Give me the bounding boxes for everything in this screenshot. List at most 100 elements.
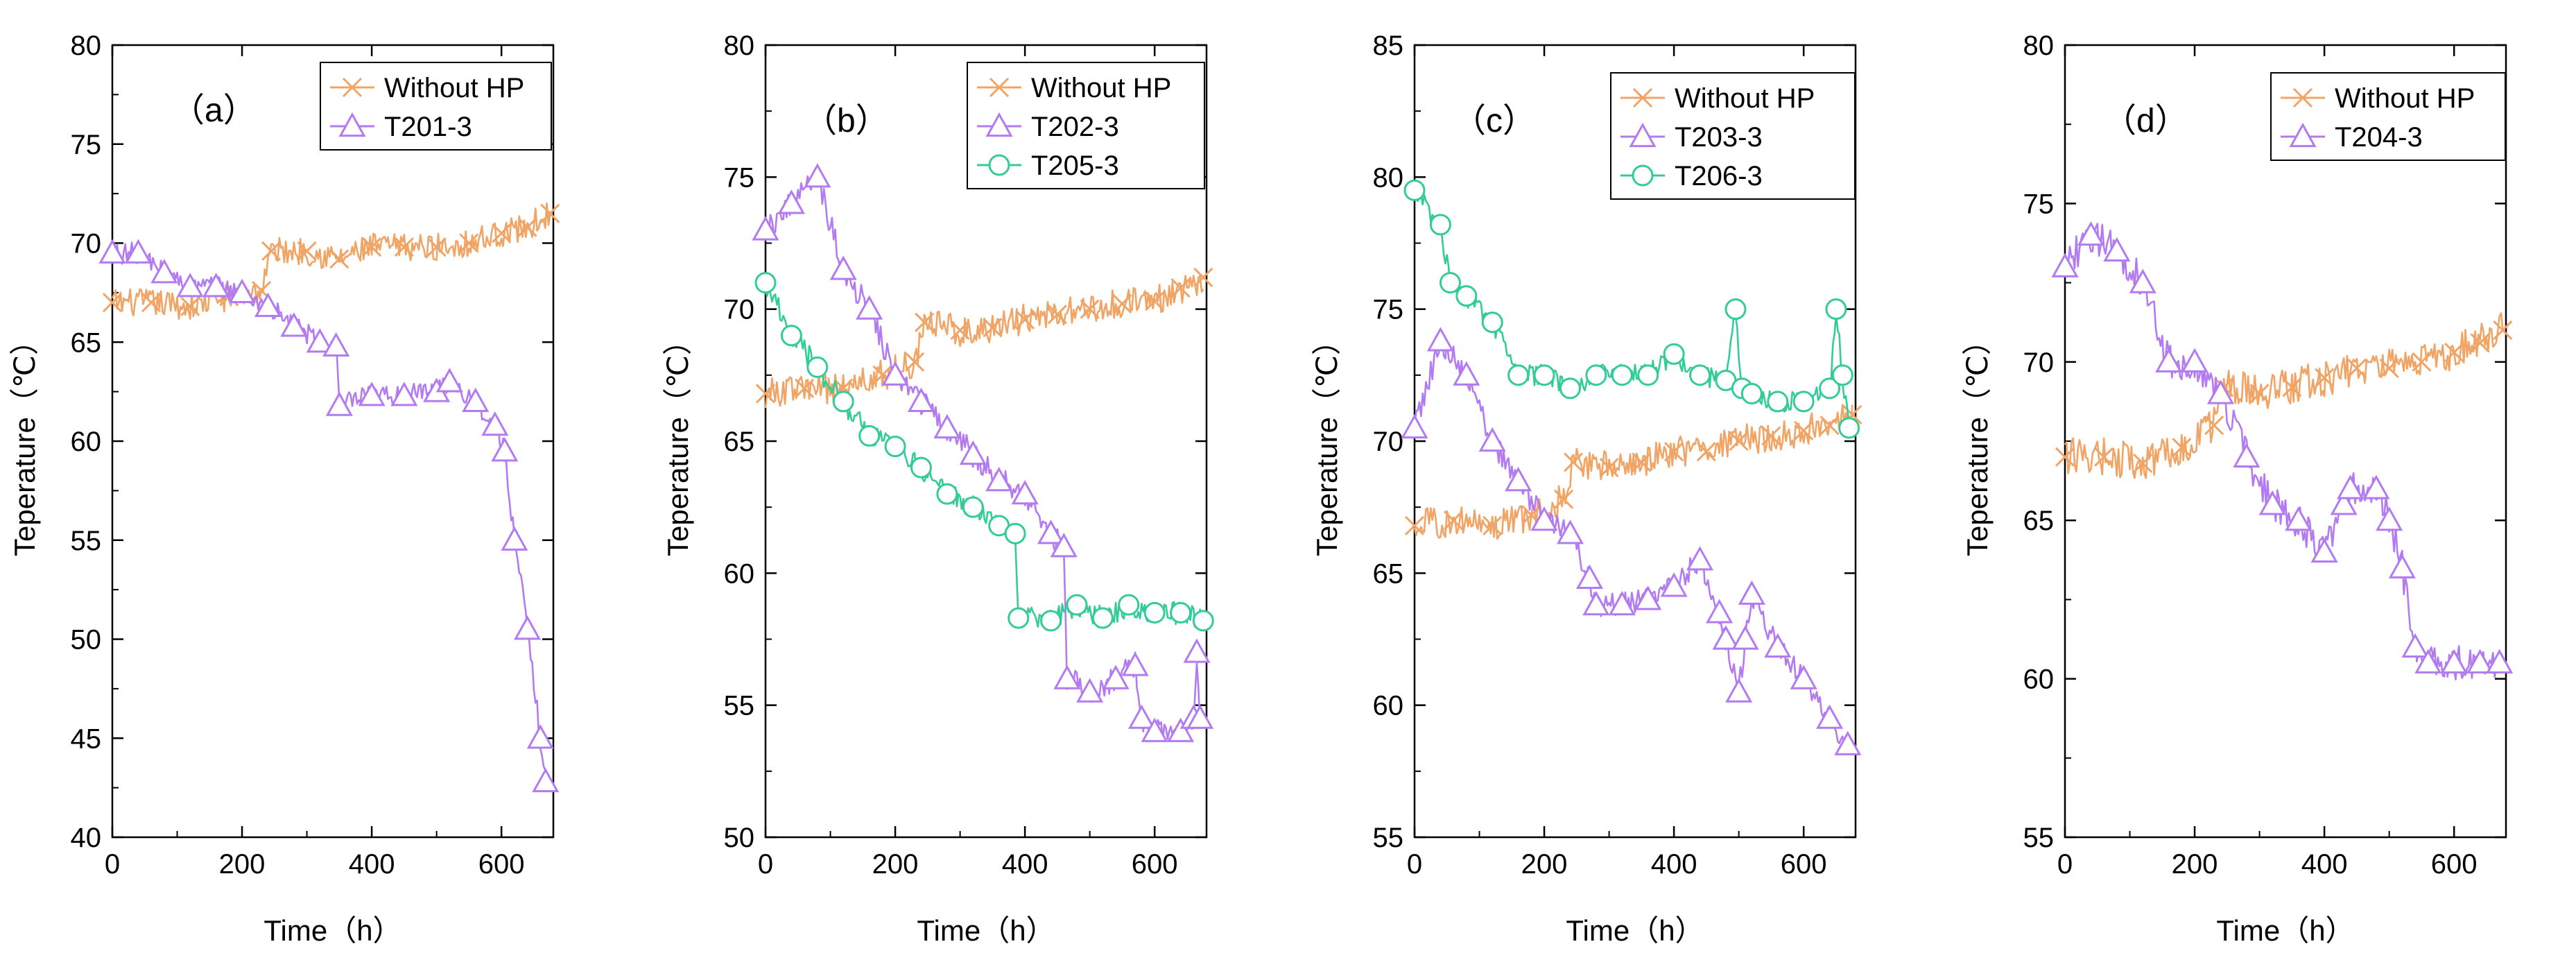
data-point: [1183, 638, 1211, 663]
series-line: [111, 202, 551, 320]
y-tick-label: 65: [724, 427, 755, 457]
data-point: [1066, 594, 1088, 616]
data-point: [1004, 522, 1026, 545]
data-point: [1483, 515, 1503, 535]
x-tick-label: 0: [758, 849, 773, 880]
data-point: [202, 273, 230, 298]
data-point: [2493, 320, 2513, 341]
data-point: [1404, 515, 1425, 535]
data-point: [1819, 377, 1841, 400]
y-tick-label: 50: [71, 625, 102, 655]
data-point: [884, 436, 906, 458]
legend-label: Without HP: [1031, 73, 1171, 103]
series-without-hp: [102, 202, 560, 320]
data-point: [1582, 590, 1610, 616]
data-point: [394, 237, 414, 257]
legend-label: T204-3: [2335, 122, 2423, 153]
data-point: [1792, 391, 1815, 413]
panel-label: （d）: [2103, 103, 2188, 139]
data-point: [124, 239, 152, 264]
data-point: [1102, 665, 1130, 689]
x-tick-label: 200: [872, 849, 919, 880]
data-point: [2310, 538, 2338, 563]
series-without-hp: [1404, 404, 1862, 540]
data-point: [1037, 520, 1065, 545]
data-point: [752, 216, 779, 241]
data-point: [2315, 368, 2335, 388]
data-point: [1080, 299, 1100, 319]
data-point: [2129, 268, 2156, 293]
data-point: [950, 320, 970, 341]
data-point: [1118, 594, 1140, 616]
legend-item: T201-3: [330, 112, 472, 142]
y-tick-label: 75: [1373, 295, 1404, 325]
data-point: [98, 239, 126, 264]
data-point: [881, 361, 909, 386]
data-point: [795, 378, 815, 398]
x-axis-title: Time（h）: [263, 914, 401, 947]
y-tick-label: 65: [1373, 558, 1404, 589]
x-tick-label: 600: [1132, 849, 1178, 880]
data-point: [806, 356, 829, 378]
y-tick-label: 60: [1373, 691, 1404, 721]
data-point: [280, 312, 308, 337]
data-point: [2466, 649, 2494, 674]
y-tick-label: 80: [2023, 31, 2055, 61]
legend-item: Without HP: [330, 73, 524, 103]
y-tick-label: 40: [71, 823, 102, 853]
data-point: [1696, 442, 1716, 462]
data-point: [2181, 348, 2208, 372]
data-point: [1429, 214, 1451, 236]
data-point: [777, 189, 805, 214]
y-tick-label: 80: [724, 31, 755, 61]
data-point: [526, 724, 554, 749]
data-point: [228, 278, 256, 303]
y-axis-title: Teperature（℃）: [1961, 326, 1994, 556]
data-point: [2077, 221, 2104, 246]
legend: Without HP T203-3 T206-3: [1610, 72, 1856, 200]
data-point: [1740, 382, 1763, 404]
chart-panel-4: 0 200 400 600 55 60 65 70 75 80 Time（h） Teperature（…: [1961, 31, 2514, 947]
data-point: [297, 241, 317, 261]
legend-swatch-marker: [2289, 122, 2317, 148]
legend-item: Without HP: [977, 73, 1171, 103]
y-tick-label: 55: [2023, 823, 2055, 853]
data-point: [2330, 490, 2358, 515]
data-point: [1145, 291, 1165, 311]
data-point: [1794, 420, 1814, 440]
data-point: [426, 237, 447, 257]
data-point: [2414, 649, 2442, 674]
data-point: [1564, 452, 1584, 472]
data-point: [910, 456, 932, 479]
data-point: [102, 293, 123, 313]
x-tick-label: 600: [2431, 849, 2478, 880]
data-point: [1403, 179, 1426, 201]
data-point: [1764, 633, 1792, 658]
x-tick-label: 400: [1002, 849, 1048, 880]
y-tick-label: 70: [2023, 348, 2055, 378]
series-t203-3: [1401, 327, 1862, 755]
legend-label: T202-3: [1031, 112, 1119, 142]
data-point: [1738, 580, 1765, 605]
data-point: [322, 332, 350, 357]
data-point: [1444, 511, 1464, 531]
data-point: [907, 387, 935, 412]
series-t206-3: [1403, 179, 1860, 439]
y-tick-label: 55: [1373, 823, 1404, 853]
data-point: [780, 325, 802, 347]
x-tick-label: 0: [105, 849, 120, 880]
data-point: [1040, 610, 1062, 632]
data-point: [858, 425, 881, 447]
data-point: [1725, 678, 1753, 703]
data-point: [329, 249, 349, 269]
legend: Without HP T202-3 T205-3: [967, 62, 1205, 189]
data-point: [2204, 415, 2224, 436]
series-line: [764, 289, 1204, 631]
data-point: [1047, 305, 1067, 325]
data-point: [2444, 343, 2464, 363]
data-point: [1011, 480, 1039, 505]
data-point: [1008, 607, 1030, 629]
legend-item: T205-3: [977, 151, 1119, 181]
data-point: [2051, 252, 2079, 277]
data-point: [1401, 413, 1428, 439]
